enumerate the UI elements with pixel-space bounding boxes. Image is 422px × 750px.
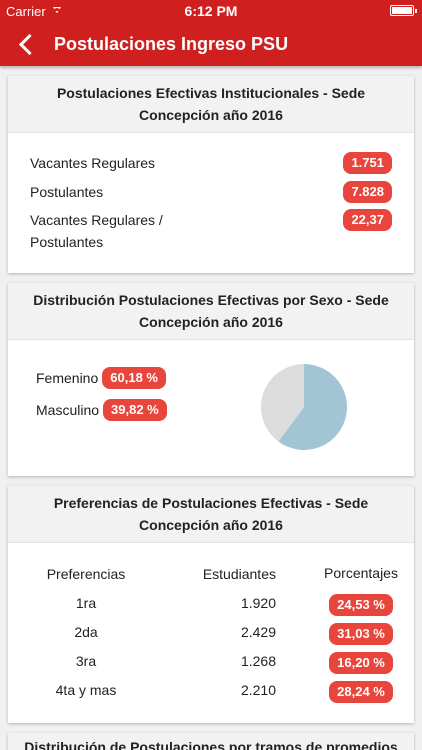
row-label: Postulantes — [30, 184, 104, 200]
table-row: 2da 2.429 31,03 % — [16, 620, 406, 649]
card-nem-title: Distribución de Postulaciones por tramos… — [8, 733, 414, 750]
cell-students: 1.920 — [240, 595, 276, 611]
cell-pct-badge: 24,53 % — [329, 594, 393, 616]
table-row: 1ra 1.920 24,53 % — [16, 591, 406, 620]
card-preferences: Preferencias de Postulaciones Efectivas … — [8, 486, 414, 723]
value-badge: 39,82 % — [103, 399, 167, 421]
table-header: Preferencias Estudiantes Porcentajes — [16, 562, 406, 591]
row-label: Femenino — [36, 370, 99, 386]
row-ratio: Vacantes Regulares / Postulantes 22,37 — [30, 209, 392, 253]
value-badge: 7.828 — [343, 181, 392, 203]
cell-pref: 1ra — [75, 595, 97, 611]
cell-pref: 4ta y mas — [55, 682, 117, 698]
wifi-icon — [50, 6, 64, 17]
carrier-info: Carrier — [6, 4, 64, 19]
cell-pref: 3ra — [75, 653, 97, 669]
navigation-bar: Postulaciones Ingreso PSU — [0, 22, 422, 66]
cell-pct-badge: 31,03 % — [329, 623, 393, 645]
header-preferencias: Preferencias — [46, 566, 126, 582]
cell-students: 2.210 — [240, 682, 276, 698]
value-badge: 60,18 % — [102, 367, 166, 389]
card-institutional: Postulaciones Efectivas Institucionales … — [8, 76, 414, 273]
table-row: 3ra 1.268 16,20 % — [16, 649, 406, 678]
status-bar: Carrier 6:12 PM — [0, 0, 422, 22]
table-row: 4ta y mas 2.210 28,24 % — [16, 678, 406, 707]
back-button[interactable] — [12, 26, 46, 62]
cell-pct-badge: 16,20 % — [329, 652, 393, 674]
row-label: Vacantes Regulares — [30, 155, 156, 171]
preferences-table: Preferencias Estudiantes Porcentajes 1ra… — [16, 562, 406, 707]
carrier-label: Carrier — [6, 4, 46, 19]
value-badge: 22,37 — [343, 209, 392, 231]
pie-slice-femenino — [278, 364, 347, 450]
row-vacantes: Vacantes Regulares 1.751 — [30, 152, 392, 174]
card-sex-distribution: Distribución Postulaciones Efectivas por… — [8, 283, 414, 476]
pie-slice-masculino — [261, 364, 304, 442]
card-sex-title: Distribución Postulaciones Efectivas por… — [8, 283, 414, 340]
header-estudiantes: Estudiantes — [202, 566, 276, 582]
card-preferences-title: Preferencias de Postulaciones Efectivas … — [8, 486, 414, 543]
value-badge: 1.751 — [343, 152, 392, 174]
row-postulantes: Postulantes 7.828 — [30, 181, 392, 203]
cell-students: 1.268 — [240, 653, 276, 669]
page-title: Postulaciones Ingreso PSU — [54, 34, 289, 54]
row-label: Masculino — [36, 402, 100, 418]
card-institutional-title: Postulaciones Efectivas Institucionales … — [8, 76, 414, 133]
row-femenino: Femenino 60,18 % — [36, 367, 166, 389]
row-label: Vacantes Regulares / Postulantes — [30, 212, 163, 250]
battery-icon — [390, 5, 417, 16]
cell-students: 2.429 — [240, 624, 276, 640]
row-masculino: Masculino 39,82 % — [36, 399, 167, 421]
status-time: 6:12 PM — [184, 3, 238, 19]
sex-pie-chart — [261, 364, 347, 450]
cell-pct-badge: 28,24 % — [329, 681, 393, 703]
cell-pref: 2da — [74, 624, 98, 640]
header-porcentajes: Porcentajes — [324, 565, 398, 581]
